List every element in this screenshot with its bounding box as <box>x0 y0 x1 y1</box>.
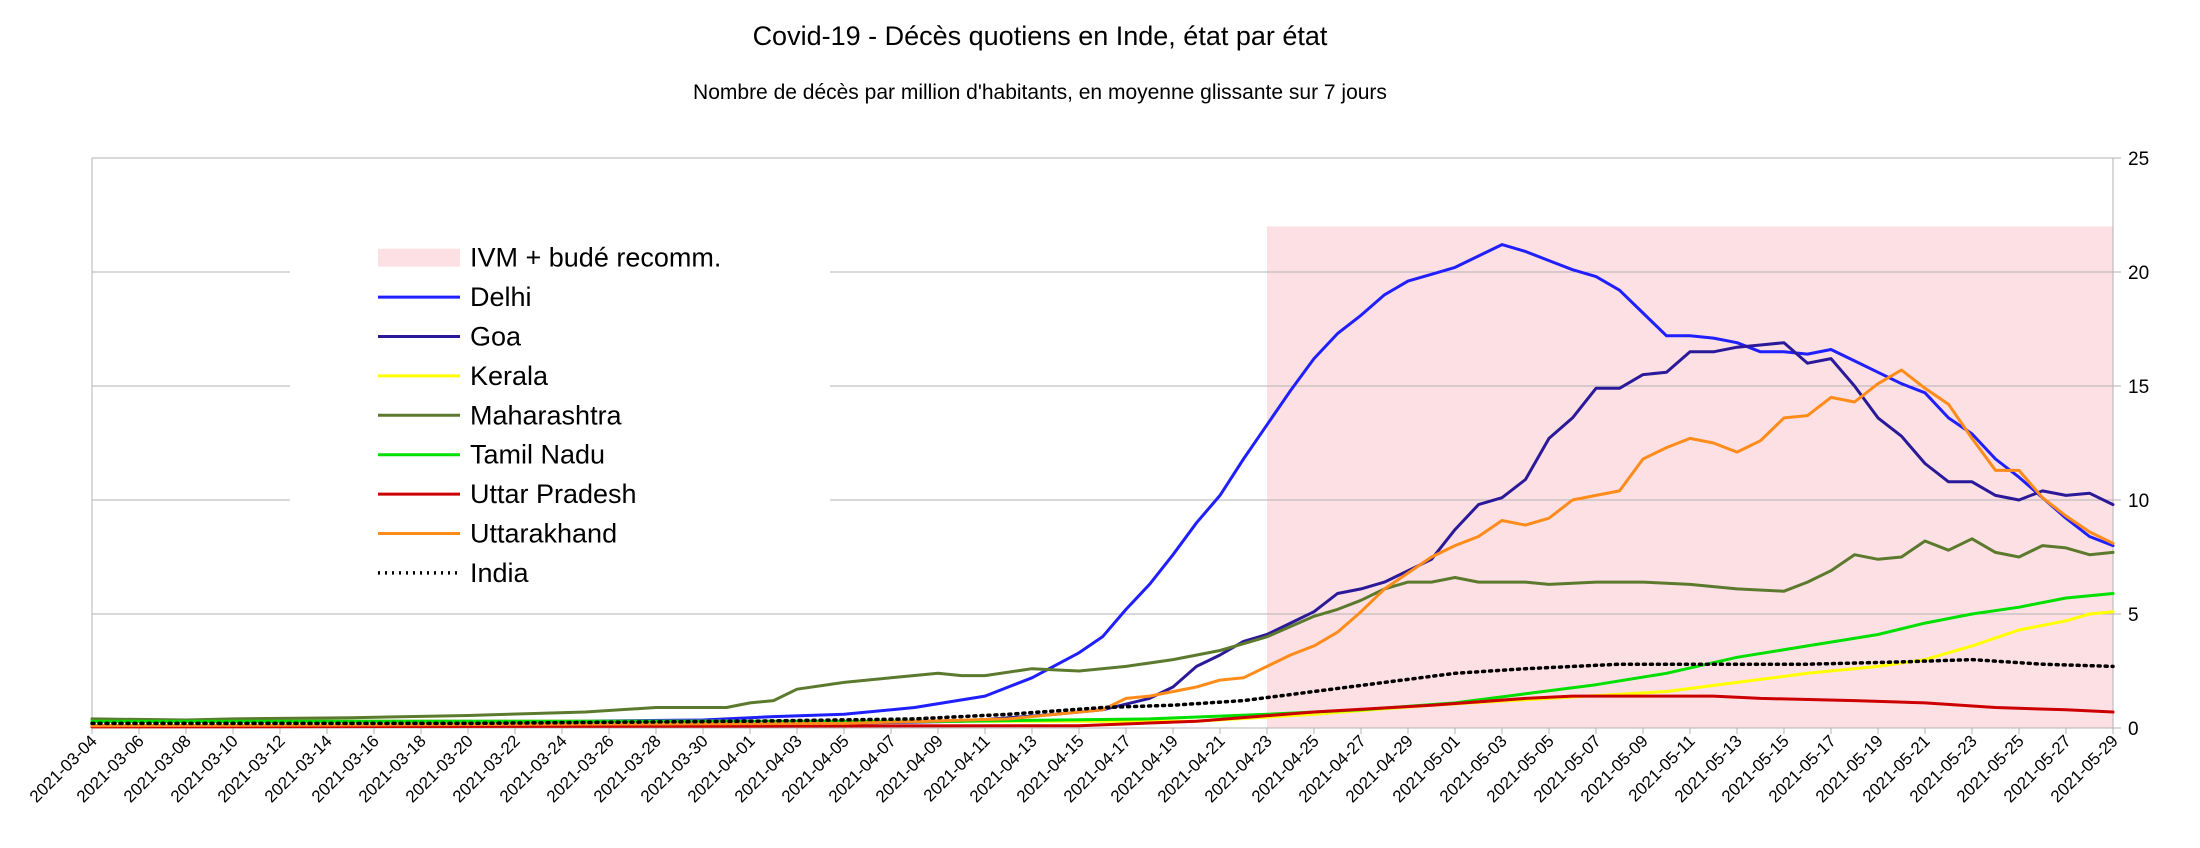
legend-label-delhi: Delhi <box>470 282 532 312</box>
series-line-tamil-nadu <box>90 592 2115 723</box>
legend-label-ivm: IVM + budé recomm. <box>470 243 721 273</box>
y-tick-label: 10 <box>2128 491 2149 512</box>
legend-label-goa: Goa <box>470 322 522 352</box>
legend-label-uttarakhand: Uttarakhand <box>470 519 617 549</box>
series-line-delhi <box>90 243 2115 723</box>
series-line-goa <box>90 341 2115 728</box>
series-line-uttar-pradesh <box>90 694 2115 729</box>
y-tick-label: 5 <box>2128 605 2139 626</box>
series-line-india <box>90 657 2115 726</box>
y-tick-label: 20 <box>2128 263 2149 284</box>
legend-label-maharashtra: Maharashtra <box>470 400 623 430</box>
legend-swatch-ivm <box>378 248 460 267</box>
legend-label-kerala: Kerala <box>470 361 549 391</box>
legend-label-tamil-nadu: Tamil Nadu <box>470 440 605 470</box>
chart-subtitle: Nombre de décès par million d'habitants,… <box>693 81 1387 104</box>
legend-label-india: India <box>470 558 530 588</box>
chart-title: Covid-19 - Décès quotiens en Inde, état … <box>753 21 1328 51</box>
y-tick-label: 0 <box>2128 719 2139 740</box>
y-tick-label: 15 <box>2128 377 2149 398</box>
legend-label-uttar-pradesh: Uttar Pradesh <box>470 479 637 509</box>
series-line-uttarakhand <box>90 368 2115 728</box>
shaded-region-ivm <box>1267 226 2113 728</box>
y-tick-label: 25 <box>2128 149 2149 170</box>
